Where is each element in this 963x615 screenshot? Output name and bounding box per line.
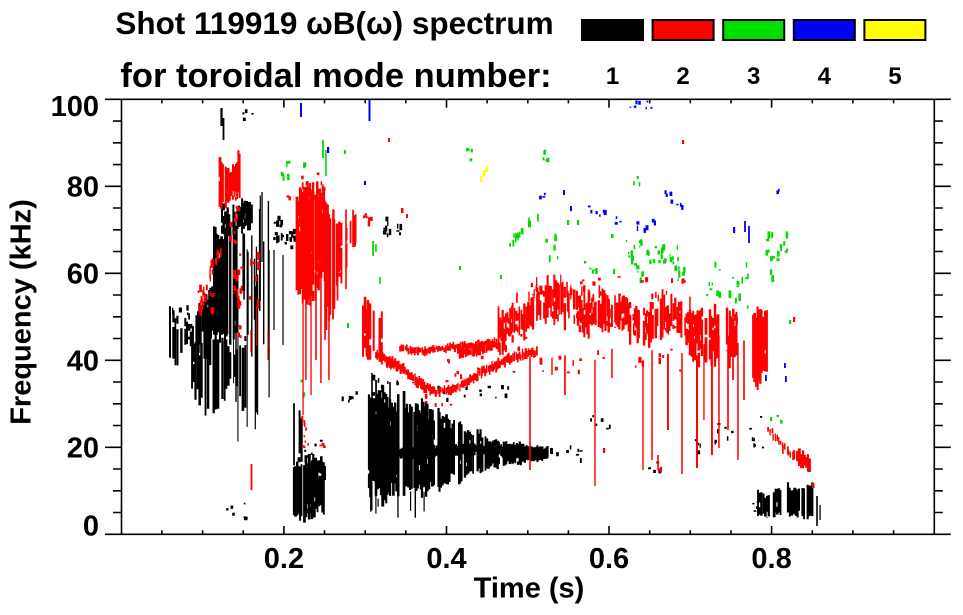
svg-text:60: 60 bbox=[67, 259, 99, 291]
svg-text:for toroidal mode number:: for toroidal mode number: bbox=[120, 57, 551, 95]
svg-text:0.4: 0.4 bbox=[426, 543, 466, 575]
svg-text:Frequency (kHz): Frequency (kHz) bbox=[6, 199, 38, 425]
svg-text:Time (s): Time (s) bbox=[474, 573, 585, 605]
svg-text:100: 100 bbox=[51, 91, 99, 123]
svg-text:20: 20 bbox=[67, 433, 99, 465]
svg-text:5: 5 bbox=[888, 63, 901, 90]
svg-text:Shot 119919 ωB(ω) spectrum: Shot 119919 ωB(ω) spectrum bbox=[115, 5, 553, 41]
svg-text:0.2: 0.2 bbox=[264, 543, 304, 575]
svg-text:40: 40 bbox=[67, 346, 99, 378]
svg-text:3: 3 bbox=[747, 63, 760, 90]
svg-text:0: 0 bbox=[83, 511, 99, 543]
svg-text:80: 80 bbox=[67, 172, 99, 204]
svg-text:0.6: 0.6 bbox=[589, 543, 629, 575]
svg-text:1: 1 bbox=[606, 63, 619, 90]
svg-text:4: 4 bbox=[818, 63, 832, 90]
svg-text:0.8: 0.8 bbox=[751, 543, 791, 575]
svg-text:2: 2 bbox=[676, 63, 689, 90]
